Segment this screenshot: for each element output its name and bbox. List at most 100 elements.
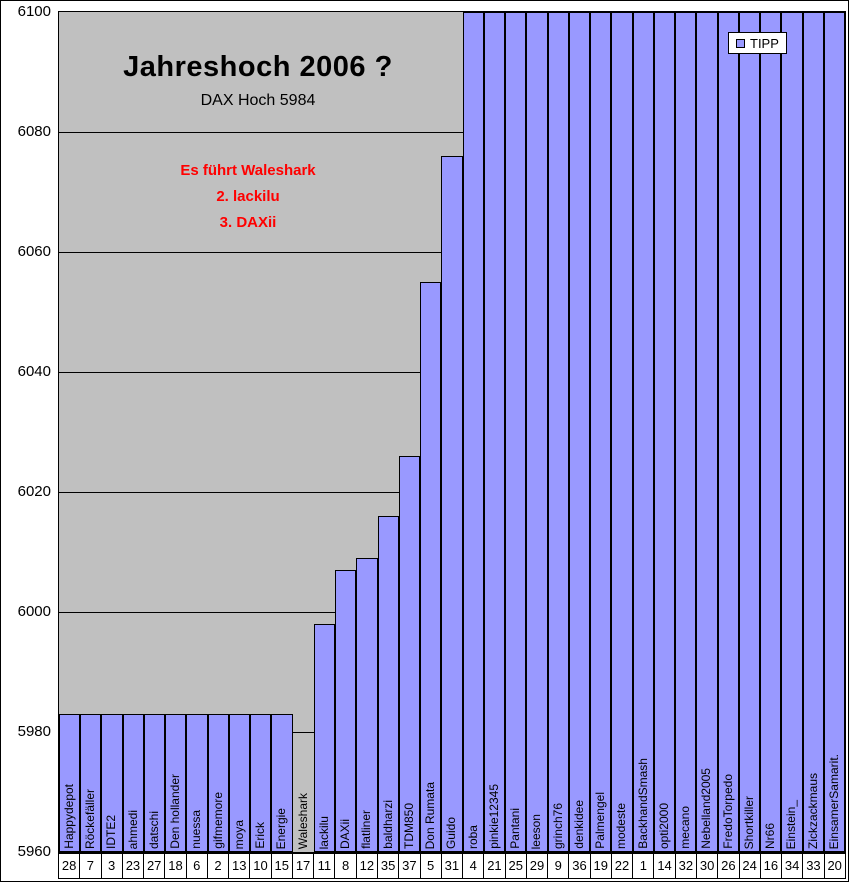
category-label: gifmemore (210, 792, 225, 849)
entry-number-cell: 30 (695, 854, 717, 878)
category-label: IDTE2 (104, 814, 119, 849)
bar-energie (271, 714, 293, 852)
y-axis-tick-label: 6020 (17, 483, 51, 500)
bar-den-hollander (165, 714, 187, 852)
bar-fredotorpedo (717, 12, 739, 852)
category-label: modeste (614, 802, 629, 849)
annotation-line-1: Es führt Waleshark (180, 162, 316, 179)
category-label: ahmedi (125, 809, 140, 849)
entry-number-cell: 27 (143, 854, 164, 878)
category-label: Don Rumata (423, 781, 438, 849)
category-label: Waleshark (295, 792, 310, 849)
entry-number-cell: 24 (738, 854, 760, 878)
entry-number-cell: 15 (270, 854, 292, 878)
entry-number-cell: 33 (802, 854, 823, 878)
entry-number-cell: 7 (79, 854, 100, 878)
entry-number-cell: 12 (355, 854, 377, 878)
entry-number-cell: 22 (610, 854, 632, 878)
category-label: opti2000 (656, 802, 671, 849)
category-label: nuessa (189, 810, 204, 849)
chart-title: Jahreshoch 2006 ? (123, 51, 393, 83)
category-label: Guido (444, 816, 459, 849)
bar-moya (228, 714, 251, 852)
bar-erick (250, 714, 272, 852)
legend-series-label: TIPP (750, 35, 779, 51)
category-label: grinch76 (550, 802, 565, 849)
bar-flatliner (356, 558, 378, 852)
category-label: denkidee (571, 800, 586, 849)
bar-idte2 (101, 714, 123, 852)
entry-number-cell: 36 (568, 854, 589, 878)
annotation-line-2: 2. lackilu (216, 188, 280, 205)
bar-nr66 (760, 12, 782, 852)
entry-number-cell: 17 (291, 854, 313, 878)
category-number-row: 28 7 3 23 27 18 6 2 13 10 15 17 11 8 12 35 37 5 31 4 21 25 29 9… (58, 853, 846, 879)
entry-number-cell: 13 (228, 854, 249, 878)
entry-number-cell: 20 (823, 854, 845, 878)
category-label: Erick (253, 822, 268, 849)
entry-number-cell: 29 (525, 854, 547, 878)
bar-datschi (143, 714, 166, 852)
category-label: Nr66 (763, 822, 778, 849)
entry-number-cell: 10 (249, 854, 270, 878)
category-label: Den hollander (168, 774, 183, 849)
entry-number-cell: 21 (483, 854, 504, 878)
bar-happydepot (59, 714, 81, 852)
entry-number-cell: 32 (674, 854, 696, 878)
bar-ahmedi (122, 714, 144, 852)
entry-number-cell: 16 (759, 854, 781, 878)
gridline (59, 132, 845, 133)
bar-zickzackmaus (802, 12, 824, 852)
entry-number-cell: 37 (398, 854, 419, 878)
entry-number-cell: 34 (781, 854, 802, 878)
entry-number-cell: 35 (376, 854, 398, 878)
entry-number-cell: 26 (717, 854, 738, 878)
bar-grinch76 (547, 12, 569, 852)
entry-number-cell: 25 (504, 854, 526, 878)
entry-number-cell: 3 (100, 854, 122, 878)
category-label: moya (231, 819, 246, 849)
category-label: lackilu (316, 815, 331, 849)
category-label: Röckefäller (83, 788, 98, 849)
bar-pinkie12345 (483, 12, 506, 852)
bar-nebelland2005 (696, 12, 718, 852)
plot-area: Happydepot Röckefäller IDTE2 ahmedi datschi D… (58, 11, 846, 853)
category-label: BackhandSmash (635, 758, 650, 849)
bar-daxii (335, 570, 357, 852)
y-axis-tick-label: 6040 (17, 363, 51, 380)
bar-einstein- (781, 12, 803, 852)
y-axis-tick-label: 6080 (17, 123, 51, 140)
bar-lackilu (313, 624, 336, 852)
bar-opti2000 (653, 12, 676, 852)
entry-number-cell: 23 (121, 854, 143, 878)
entry-number-cell: 28 (61, 858, 77, 873)
category-label: EinsamerSamarit. (826, 753, 841, 849)
y-axis-tick-label: 6060 (17, 243, 51, 260)
category-label: Einstein_ (784, 799, 799, 849)
bar-leeson (526, 12, 548, 852)
chart-subtitle: DAX Hoch 5984 (200, 92, 316, 109)
category-label: baldharzi (380, 800, 395, 849)
bar-tdm850 (398, 456, 421, 852)
category-label: roba (465, 824, 480, 849)
bar-pantani (505, 12, 527, 852)
entry-number-cell: 2 (206, 854, 228, 878)
category-label: Shortkiller (741, 795, 756, 849)
bar-roba (462, 12, 484, 852)
y-axis-tick-label: 5960 (17, 843, 51, 860)
category-label: FredoTorpedo (720, 774, 735, 849)
bar-palmengel (590, 12, 612, 852)
entry-number-cell: 19 (589, 854, 611, 878)
category-label: mecano (678, 806, 693, 849)
entry-number-cell: 5 (419, 854, 441, 878)
category-label: Zickzackmaus (805, 772, 820, 849)
legend-key-swatch (736, 38, 745, 48)
entry-number-cell: 18 (164, 854, 185, 878)
entry-number-cell: 8 (334, 854, 355, 878)
y-axis-tick-label: 6000 (17, 603, 51, 620)
entry-number-cell: 14 (653, 854, 674, 878)
legend: TIPP (728, 32, 787, 54)
annotation-line-3: 3. DAXii (219, 214, 277, 231)
entry-number-cell: 31 (440, 854, 462, 878)
